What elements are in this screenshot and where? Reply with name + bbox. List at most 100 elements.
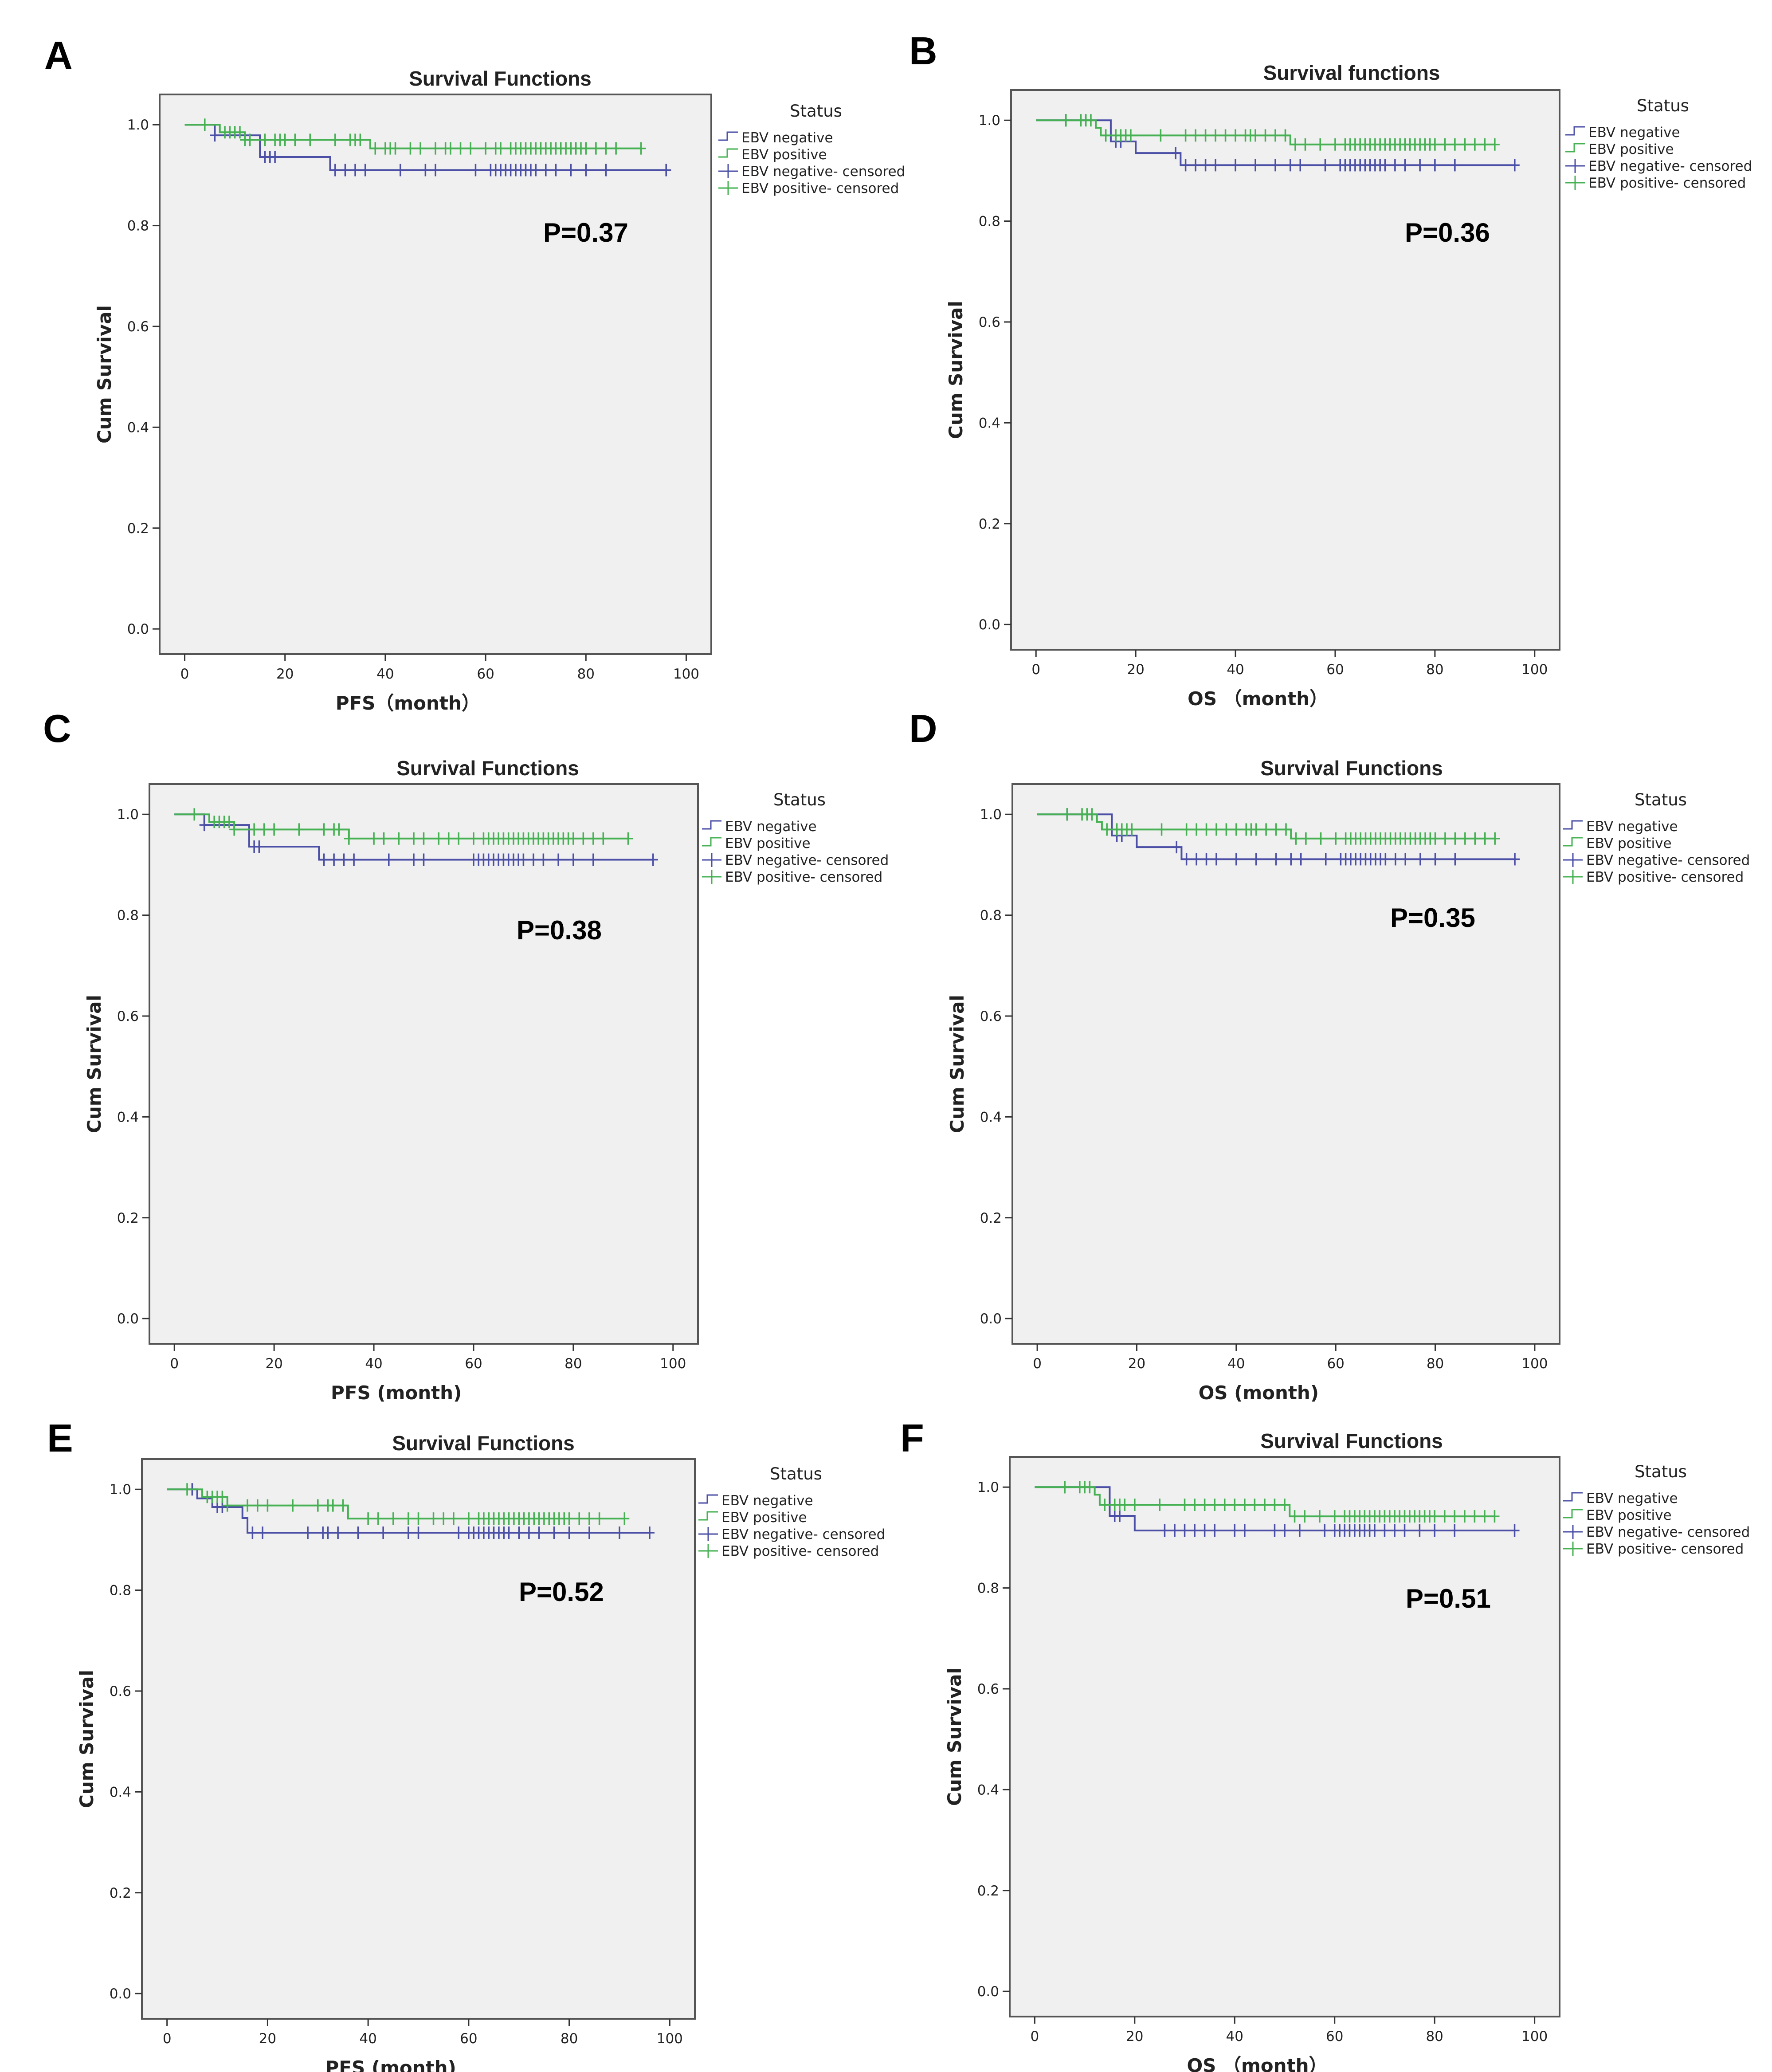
censor-mark — [448, 1512, 459, 1525]
censor-mark — [594, 1512, 604, 1525]
censor-mark — [524, 1526, 534, 1539]
censor-mark — [328, 1499, 338, 1512]
censor-mark — [1479, 1510, 1490, 1523]
censor-mark — [1450, 832, 1460, 845]
censor-mark — [1270, 1499, 1280, 1511]
censor-mark — [1171, 147, 1181, 160]
y-tick-label: 0.8 — [977, 1581, 999, 1597]
censor-mark — [549, 1526, 559, 1539]
legend-censor-swatch — [1563, 1542, 1583, 1556]
x-tick-label: 0 — [1033, 1356, 1042, 1372]
censor-mark — [1180, 159, 1191, 172]
censor-mark — [1211, 853, 1221, 866]
chart-title: Survival Functions — [392, 1432, 575, 1455]
y-tick-label: 1.0 — [979, 113, 1000, 129]
y-tick-label: 0.8 — [117, 908, 139, 924]
censor-mark — [1221, 823, 1231, 836]
censor-mark — [1490, 832, 1500, 845]
censor-mark — [1329, 1510, 1340, 1523]
x-tick-label: 100 — [657, 2031, 683, 2047]
survival-step-line — [1035, 1486, 1495, 1518]
censor-mark — [1259, 1499, 1270, 1511]
y-tick-label: 0.0 — [980, 1311, 1002, 1327]
x-tick-label: 40 — [359, 2031, 376, 2047]
legend-label: EBV negative- censored — [741, 164, 905, 180]
censor-mark — [384, 853, 394, 866]
y-tick-label: 0.8 — [980, 908, 1002, 924]
censor-mark — [534, 1526, 544, 1539]
y-tick-label: 0.4 — [980, 1109, 1002, 1125]
censor-mark — [1156, 129, 1166, 142]
censor-mark — [1316, 832, 1326, 845]
censor-mark — [379, 832, 389, 845]
censor-mark — [1470, 1510, 1480, 1523]
censor-mark — [1331, 832, 1341, 845]
y-tick-label: 0.2 — [127, 521, 149, 537]
censor-mark — [1181, 823, 1192, 836]
x-tick-label: 80 — [1426, 2029, 1443, 2045]
legend-label: EBV negative — [1588, 125, 1680, 141]
survival-step-line — [1037, 813, 1515, 860]
censor-mark — [288, 1499, 298, 1512]
x-tick-label: 100 — [673, 666, 699, 682]
chart-title: Survival Functions — [1260, 1429, 1443, 1452]
x-tick-label: 0 — [163, 2031, 172, 2047]
x-tick-label: 80 — [561, 2031, 578, 2047]
censor-mark — [254, 840, 264, 853]
legend-step-swatch — [702, 820, 721, 830]
censor-mark — [1219, 1499, 1230, 1511]
censor-mark — [1129, 1499, 1140, 1511]
censor-mark — [1170, 1524, 1180, 1537]
y-tick-label: 1.0 — [127, 117, 149, 133]
censor-mark — [434, 832, 444, 845]
censor-mark — [388, 1512, 398, 1525]
censor-mark — [1157, 823, 1167, 836]
censor-mark — [619, 1512, 630, 1525]
x-tick-label: 20 — [1126, 2029, 1143, 2045]
censor-mark — [1286, 853, 1296, 866]
censor-mark — [1060, 1481, 1070, 1494]
censor-mark — [1180, 129, 1191, 142]
censor-mark — [413, 1512, 423, 1525]
censor-mark — [1251, 129, 1261, 142]
censor-mark — [1192, 853, 1202, 866]
censor-mark — [1294, 1524, 1305, 1537]
censor-mark — [1191, 159, 1201, 172]
censor-mark — [330, 133, 340, 146]
censor-mark — [416, 142, 426, 155]
censor-mark — [1490, 138, 1500, 151]
x-tick-label: 20 — [276, 666, 294, 682]
censor-mark — [1200, 129, 1211, 142]
censor-mark — [598, 832, 608, 845]
censor-mark — [1211, 129, 1221, 142]
x-axis-label: OS (month) — [1199, 1382, 1319, 1404]
censor-mark — [1271, 853, 1281, 866]
panel-letter: D — [909, 706, 937, 750]
panel-f: F Survival Functions 0.0 0.2 0.4 0.6 0.8 1.0 0 20… — [900, 1416, 1750, 2072]
censor-mark — [1231, 853, 1241, 866]
x-axis-label: PFS（month） — [336, 692, 480, 714]
p-value-label: P=0.51 — [1406, 1584, 1491, 1613]
y-tick-label: 0.6 — [979, 314, 1000, 330]
y-tick-label: 0.4 — [977, 1782, 999, 1798]
x-tick-label: 20 — [265, 1356, 282, 1372]
legend-label: EBV negative — [1586, 819, 1678, 835]
y-tick-label: 0.0 — [979, 617, 1000, 633]
x-tick-label: 100 — [1521, 1356, 1548, 1372]
censor-mark — [1200, 1499, 1210, 1511]
censor-mark — [1270, 159, 1281, 172]
series-ebv-positive — [174, 808, 633, 845]
p-value-label: P=0.36 — [1405, 218, 1490, 247]
censor-mark — [270, 150, 280, 163]
censor-mark — [1510, 853, 1520, 866]
censor-mark — [1450, 1524, 1460, 1537]
y-tick-label: 0.0 — [117, 1311, 139, 1327]
censor-mark — [1230, 1524, 1240, 1537]
legend-censor-swatch — [1565, 159, 1585, 173]
legend-censor-swatch — [698, 1527, 718, 1541]
x-tick-label: 100 — [1521, 662, 1548, 678]
panel-letter: C — [43, 706, 71, 750]
chart-title: Survival functions — [1263, 61, 1440, 84]
